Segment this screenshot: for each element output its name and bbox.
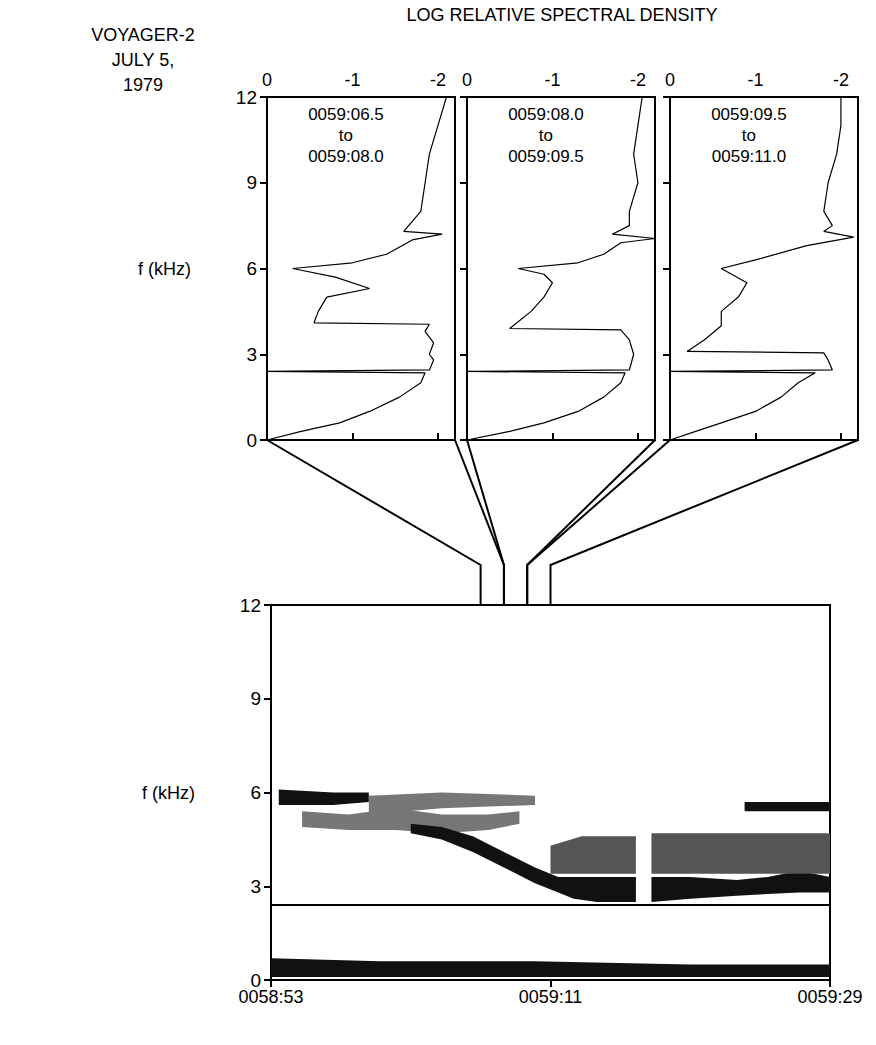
svg-text:0059:11.0: 0059:11.0 <box>712 147 786 166</box>
svg-text:to: to <box>742 126 756 145</box>
svg-text:12: 12 <box>236 87 257 108</box>
svg-text:0: 0 <box>246 430 257 451</box>
svg-text:1979: 1979 <box>123 75 163 95</box>
svg-text:-1: -1 <box>544 70 560 90</box>
svg-text:0058:53: 0058:53 <box>238 987 303 1007</box>
svg-text:-2: -2 <box>630 70 646 90</box>
svg-text:0: 0 <box>462 70 472 90</box>
svg-text:0: 0 <box>262 70 272 90</box>
svg-text:JULY 5,: JULY 5, <box>112 50 174 70</box>
svg-text:-2: -2 <box>430 70 446 90</box>
svg-text:LOG RELATIVE SPECTRAL DENSITY: LOG RELATIVE SPECTRAL DENSITY <box>406 5 717 25</box>
svg-text:12: 12 <box>240 595 261 616</box>
svg-text:0059:06.5: 0059:06.5 <box>308 105 384 124</box>
svg-text:0059:08.0: 0059:08.0 <box>308 147 384 166</box>
svg-text:0059:11: 0059:11 <box>519 987 583 1007</box>
svg-text:6: 6 <box>250 782 261 803</box>
svg-text:0: 0 <box>250 969 261 991</box>
svg-text:9: 9 <box>246 172 257 193</box>
svg-text:to: to <box>339 126 353 145</box>
svg-text:0: 0 <box>665 70 675 90</box>
svg-text:9: 9 <box>250 688 261 709</box>
svg-text:0059:29: 0059:29 <box>797 987 862 1007</box>
svg-text:6: 6 <box>246 258 257 279</box>
svg-text:-2: -2 <box>833 70 849 90</box>
svg-text:3: 3 <box>246 344 257 365</box>
svg-text:f (kHz): f (kHz) <box>138 259 191 279</box>
svg-text:0059:09.5: 0059:09.5 <box>508 147 584 166</box>
svg-text:3: 3 <box>250 876 261 897</box>
svg-text:-1: -1 <box>747 70 763 90</box>
svg-text:0059:08.0: 0059:08.0 <box>508 105 584 124</box>
svg-text:to: to <box>539 126 553 145</box>
svg-text:0059:09.5: 0059:09.5 <box>711 105 787 124</box>
svg-text:f (kHz): f (kHz) <box>142 783 195 803</box>
svg-text:-1: -1 <box>344 70 360 90</box>
svg-text:VOYAGER-2: VOYAGER-2 <box>91 25 195 45</box>
